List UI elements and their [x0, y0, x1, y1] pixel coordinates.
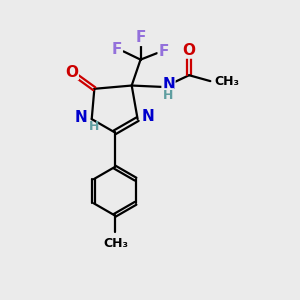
Text: CH₃: CH₃ [103, 237, 129, 250]
Text: F: F [158, 44, 169, 59]
Text: O: O [65, 64, 78, 80]
Text: H: H [163, 89, 174, 102]
Text: F: F [135, 30, 146, 45]
Text: F: F [112, 42, 122, 57]
Text: N: N [75, 110, 88, 125]
Text: N: N [162, 76, 175, 92]
Text: O: O [183, 43, 196, 58]
Text: H: H [88, 120, 99, 133]
Text: CH₃: CH₃ [215, 75, 240, 88]
Text: N: N [142, 109, 154, 124]
